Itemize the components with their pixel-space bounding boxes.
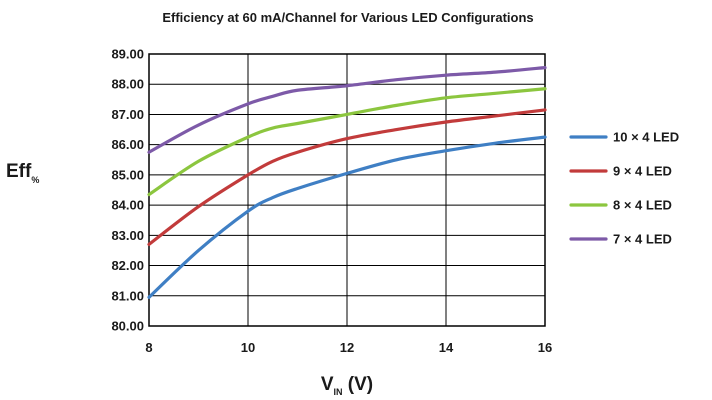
series-lines	[147, 66, 547, 299]
y-tick-label: 85.00	[111, 167, 144, 182]
y-tick-label: 87.00	[111, 107, 144, 122]
legend-label: 8 × 4 LED	[613, 198, 672, 213]
x-tick-label: 8	[145, 340, 152, 355]
x-axis-label-suffix: (V)	[343, 374, 374, 395]
y-tick-label: 88.00	[111, 77, 144, 92]
y-tick-label: 80.00	[111, 319, 144, 334]
x-tick-label: 16	[538, 340, 552, 355]
x-axis-label: VIN (V)	[321, 374, 373, 397]
y-tick-label: 89.00	[111, 47, 144, 62]
y-axis-label-sub: %	[31, 175, 39, 185]
series-line	[147, 87, 547, 197]
legend-label: 10 × 4 LED	[613, 130, 679, 145]
legend-label: 7 × 4 LED	[613, 232, 672, 247]
legend-label: 9 × 4 LED	[613, 164, 672, 179]
y-axis-label-main: Eff	[6, 161, 32, 182]
x-axis-label-main: V	[321, 374, 334, 395]
chart-title: Efficiency at 60 mA/Channel for Various …	[162, 10, 533, 25]
series-line	[147, 135, 547, 299]
y-axis-ticks: 80.00 81.00 82.00 83.00 84.00 85.00 86.00 87.00…	[111, 47, 144, 334]
plot-frame	[148, 53, 546, 327]
x-tick-label: 12	[340, 340, 354, 355]
y-tick-label: 83.00	[111, 228, 144, 243]
x-axis-label-sub: IN	[334, 387, 343, 397]
x-tick-label: 14	[439, 340, 454, 355]
y-tick-label: 84.00	[111, 198, 144, 213]
y-tick-label: 81.00	[111, 288, 144, 303]
y-tick-label: 86.00	[111, 137, 144, 152]
legend: 10 × 4 LED 9 × 4 LED 8 × 4 LED 7 × 4 LED	[569, 130, 679, 247]
x-tick-label: 10	[241, 340, 255, 355]
series-line	[147, 108, 547, 246]
y-tick-label: 82.00	[111, 258, 144, 273]
series-line	[147, 66, 547, 154]
x-axis-ticks: 8 10 12 14 16	[145, 340, 552, 355]
y-axis-label: Eff%	[6, 161, 39, 185]
